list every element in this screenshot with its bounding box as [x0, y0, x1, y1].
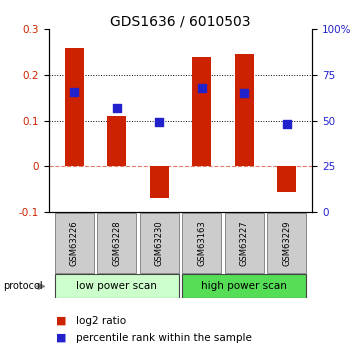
Bar	[235, 55, 254, 166]
Bar	[150, 166, 169, 198]
Bar	[182, 274, 306, 298]
Bar	[225, 214, 264, 273]
Text: GSM63227: GSM63227	[240, 220, 249, 266]
Bar	[97, 214, 136, 273]
Point	[284, 121, 290, 127]
Bar	[107, 116, 126, 166]
Text: GSM63163: GSM63163	[197, 220, 206, 266]
Text: high power scan: high power scan	[201, 282, 287, 291]
Bar	[182, 214, 221, 273]
Bar	[55, 274, 179, 298]
Bar	[65, 48, 84, 166]
Point	[242, 90, 247, 96]
Bar	[140, 214, 179, 273]
Point	[156, 119, 162, 125]
Title: GDS1636 / 6010503: GDS1636 / 6010503	[110, 14, 251, 28]
Text: ■: ■	[56, 333, 66, 343]
Text: GSM63229: GSM63229	[282, 220, 291, 266]
Bar	[192, 57, 211, 166]
Text: GSM63228: GSM63228	[112, 220, 121, 266]
Text: GSM63230: GSM63230	[155, 220, 164, 266]
Text: GSM63226: GSM63226	[70, 220, 79, 266]
Bar	[277, 166, 296, 191]
Bar	[55, 214, 94, 273]
Text: protocol: protocol	[4, 282, 43, 291]
Text: percentile rank within the sample: percentile rank within the sample	[76, 333, 252, 343]
Text: log2 ratio: log2 ratio	[76, 316, 126, 326]
Point	[114, 106, 119, 111]
Text: ■: ■	[56, 316, 66, 326]
Point	[199, 85, 205, 91]
Point	[71, 90, 77, 95]
Bar	[267, 214, 306, 273]
Text: low power scan: low power scan	[76, 282, 157, 291]
